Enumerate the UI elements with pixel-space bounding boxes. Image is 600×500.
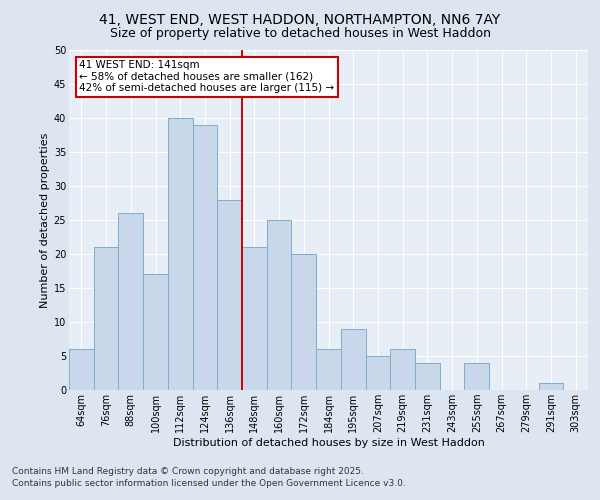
Bar — [193, 125, 217, 390]
Bar — [193, 125, 217, 390]
Bar — [69, 349, 94, 390]
Bar — [217, 200, 242, 390]
Bar — [415, 363, 440, 390]
Bar — [118, 213, 143, 390]
Bar — [267, 220, 292, 390]
Bar — [242, 247, 267, 390]
Bar — [464, 363, 489, 390]
Bar — [143, 274, 168, 390]
Text: Size of property relative to detached houses in West Haddon: Size of property relative to detached ho… — [110, 28, 491, 40]
Bar — [390, 349, 415, 390]
Bar — [69, 349, 94, 390]
Bar — [365, 356, 390, 390]
Bar — [217, 200, 242, 390]
Bar — [539, 383, 563, 390]
Bar — [464, 363, 489, 390]
X-axis label: Distribution of detached houses by size in West Haddon: Distribution of detached houses by size … — [173, 438, 484, 448]
Bar — [267, 220, 292, 390]
Text: 41, WEST END, WEST HADDON, NORTHAMPTON, NN6 7AY: 41, WEST END, WEST HADDON, NORTHAMPTON, … — [100, 12, 500, 26]
Bar — [539, 383, 563, 390]
Text: Contains HM Land Registry data © Crown copyright and database right 2025.
Contai: Contains HM Land Registry data © Crown c… — [12, 466, 406, 487]
Text: 41 WEST END: 141sqm
← 58% of detached houses are smaller (162)
42% of semi-detac: 41 WEST END: 141sqm ← 58% of detached ho… — [79, 60, 335, 94]
Bar — [292, 254, 316, 390]
Y-axis label: Number of detached properties: Number of detached properties — [40, 132, 50, 308]
Bar — [168, 118, 193, 390]
Bar — [242, 247, 267, 390]
Bar — [316, 349, 341, 390]
Bar — [94, 247, 118, 390]
Bar — [292, 254, 316, 390]
Bar — [341, 329, 365, 390]
Bar — [168, 118, 193, 390]
Bar — [118, 213, 143, 390]
Bar — [143, 274, 168, 390]
Bar — [390, 349, 415, 390]
Bar — [316, 349, 341, 390]
Bar — [415, 363, 440, 390]
Bar — [365, 356, 390, 390]
Bar — [94, 247, 118, 390]
Bar — [341, 329, 365, 390]
